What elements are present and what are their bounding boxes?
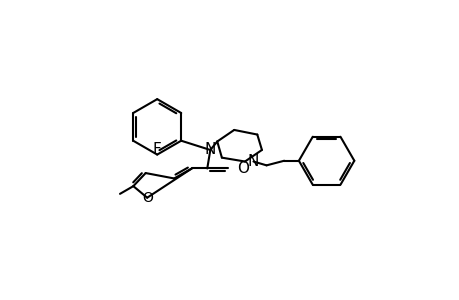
Text: N: N: [204, 142, 216, 158]
Text: O: O: [141, 191, 152, 205]
Text: N: N: [247, 154, 258, 169]
Text: F: F: [152, 142, 161, 157]
Text: O: O: [237, 161, 249, 176]
